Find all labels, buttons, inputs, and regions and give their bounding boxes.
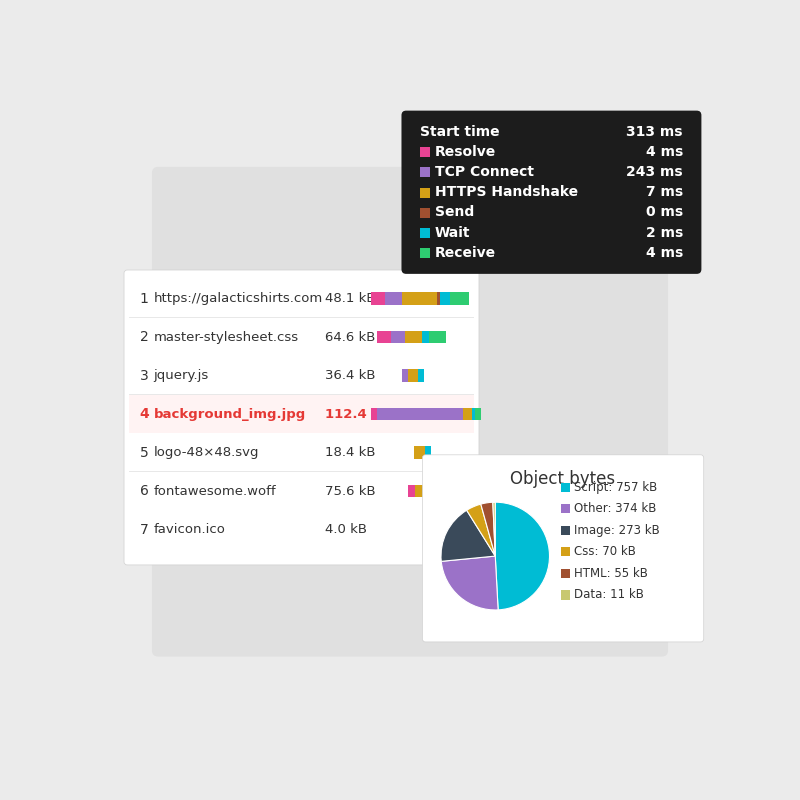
Text: Send: Send [435,206,474,219]
Text: https://galacticshirts.com: https://galacticshirts.com [154,292,322,305]
FancyBboxPatch shape [422,455,704,642]
Text: fontawesome.woff: fontawesome.woff [154,485,276,498]
Text: 243 ms: 243 ms [626,165,683,179]
Bar [409,485,414,497]
Text: Image: 273 kB: Image: 273 kB [574,524,659,537]
Bar [420,167,430,178]
Bar [386,292,402,305]
Bar [420,147,430,157]
Text: 1: 1 [139,291,149,306]
FancyBboxPatch shape [402,110,702,274]
Text: Css: 70 kB: Css: 70 kB [574,546,635,558]
Wedge shape [481,502,495,556]
Text: 64.6 kB: 64.6 kB [325,330,375,343]
Bar [475,408,482,420]
Text: favicon.ico: favicon.ico [154,523,226,536]
Text: 4: 4 [139,407,150,421]
Bar [450,292,469,305]
Wedge shape [495,502,550,610]
Text: Receive: Receive [435,246,496,260]
Text: Other: 374 kB: Other: 374 kB [574,502,656,515]
Text: 4.0 kB: 4.0 kB [325,523,366,536]
Text: logo-48×48.svg: logo-48×48.svg [154,446,259,459]
Bar [414,446,425,458]
Bar [432,485,438,497]
Bar [418,370,424,382]
Text: TCP Connect: TCP Connect [435,165,534,179]
Bar [391,331,406,343]
Text: jquery.js: jquery.js [154,369,209,382]
Bar [561,547,570,557]
Bar [429,331,446,343]
Bar [561,482,570,492]
Text: Object bytes: Object bytes [510,470,616,488]
Bar [402,370,409,382]
Text: Data: 11 kB: Data: 11 kB [574,589,643,602]
Bar [422,331,429,343]
Bar [420,228,430,238]
Bar [406,331,422,343]
Wedge shape [466,504,495,556]
Text: 75.6 kB: 75.6 kB [325,485,375,498]
Text: 18.4 kB: 18.4 kB [325,446,375,459]
Text: 7 ms: 7 ms [646,186,683,199]
Text: 112.4 kB: 112.4 kB [325,407,390,421]
Bar [378,331,391,343]
Text: 3: 3 [139,369,148,382]
Text: 0 ms: 0 ms [646,206,683,219]
Bar [420,208,430,218]
Text: HTTPS Handshake: HTTPS Handshake [435,186,578,199]
Text: 4 ms: 4 ms [646,246,683,260]
Text: Start time: Start time [420,125,500,138]
Bar [561,504,570,514]
Bar [426,485,432,497]
Text: Script: 757 kB: Script: 757 kB [574,481,657,494]
Bar [440,292,450,305]
Bar [129,394,474,434]
Text: 5: 5 [139,446,148,459]
Text: 4 ms: 4 ms [646,145,683,158]
Bar [437,292,440,305]
Text: 313 ms: 313 ms [626,125,683,138]
Text: 48.1 kB: 48.1 kB [325,292,375,305]
Text: Resolve: Resolve [435,145,496,158]
Text: master-stylesheet.css: master-stylesheet.css [154,330,298,343]
Bar [402,292,437,305]
FancyBboxPatch shape [124,270,479,565]
Text: 7: 7 [139,522,148,537]
Wedge shape [441,510,495,562]
Bar [409,370,418,382]
Bar [378,408,462,420]
Text: 36.4 kB: 36.4 kB [325,369,375,382]
Bar [371,292,386,305]
Bar [462,408,472,420]
Bar [561,590,570,599]
Text: Wait: Wait [435,226,470,240]
Text: HTML: 55 kB: HTML: 55 kB [574,567,647,580]
Bar [414,485,426,497]
Bar [425,446,431,458]
Bar [420,188,430,198]
Bar [472,408,475,420]
Text: 2 ms: 2 ms [646,226,683,240]
Bar [420,248,430,258]
Bar [371,408,378,420]
FancyBboxPatch shape [152,167,668,657]
Bar [561,526,570,535]
Text: background_img.jpg: background_img.jpg [154,407,306,421]
Text: 2: 2 [139,330,148,344]
Wedge shape [493,502,495,556]
Bar [561,569,570,578]
Text: 6: 6 [139,484,149,498]
Wedge shape [442,556,498,610]
